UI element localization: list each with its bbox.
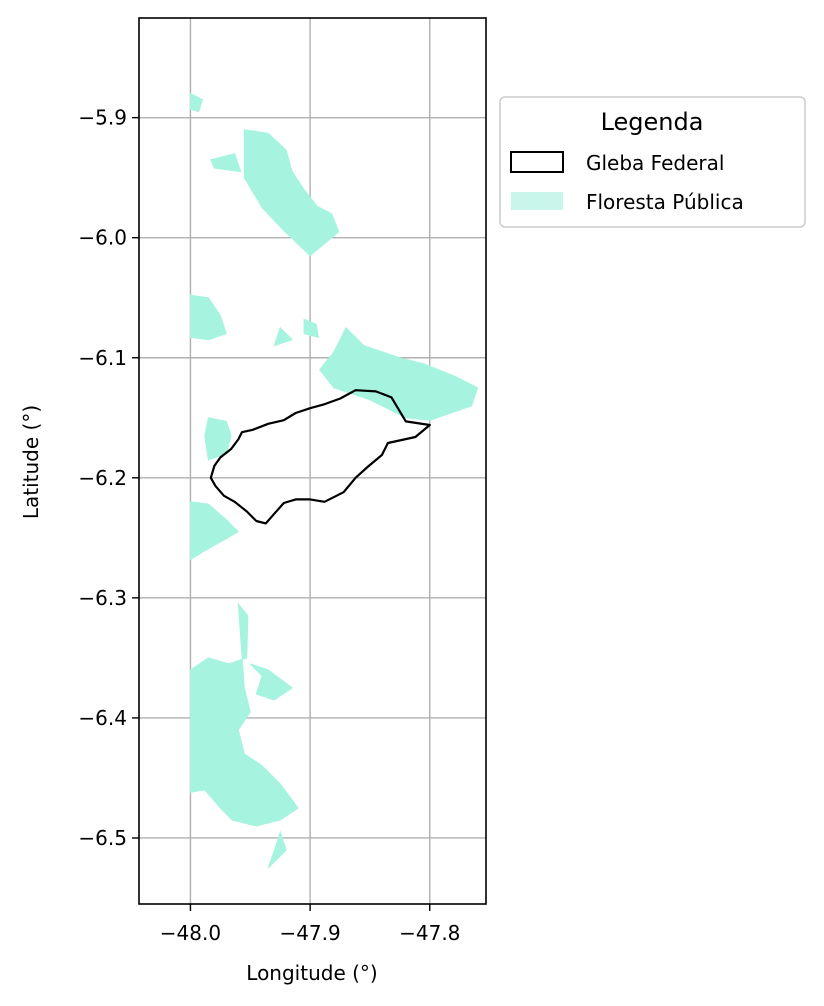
floresta-publica-layer: [190, 92, 479, 869]
legend-title: Legenda: [601, 108, 704, 136]
y-tick-label: −6.2: [78, 466, 127, 490]
plot-frame: [138, 17, 487, 905]
legend-label-gleba: Gleba Federal: [586, 151, 724, 175]
y-tick-label: −5.9: [78, 106, 127, 130]
y-tick-label: −6.4: [78, 706, 127, 730]
y-tick-label: −6.3: [78, 586, 127, 610]
legend-swatch-gleba: [510, 151, 564, 173]
y-tick-label: −6.1: [78, 346, 127, 370]
floresta-publica-polygon: [249, 663, 294, 701]
floresta-publica-polygon: [190, 501, 240, 561]
y-tick-label: −6.5: [78, 826, 127, 850]
legend-swatch-floresta: [511, 192, 563, 210]
y-tick-label: −6.0: [78, 226, 127, 250]
x-tick-label: −47.8: [399, 921, 460, 945]
legend-label-floresta: Floresta Pública: [586, 190, 744, 214]
floresta-publica-polygon: [267, 830, 287, 869]
floresta-publica-polygon: [319, 326, 479, 421]
x-axis-ticks: −48.0 −47.9 −47.8: [160, 904, 460, 945]
legend-box: [499, 96, 806, 228]
x-axis-label: Longitude (°): [246, 961, 377, 985]
floresta-publica-polygon: [273, 326, 294, 347]
x-tick-label: −48.0: [160, 921, 221, 945]
floresta-publica-polygon: [190, 602, 299, 827]
legend: Legenda Gleba Federal Floresta Pública: [499, 96, 806, 228]
floresta-publica-polygon: [210, 153, 242, 173]
gleba-federal-layer: [209, 389, 431, 525]
y-axis-label: Latitude (°): [19, 405, 43, 519]
floresta-publica-polygon: [190, 92, 203, 113]
floresta-publica-polygon: [204, 417, 232, 461]
x-tick-label: −47.9: [279, 921, 340, 945]
gleba-federal-outline: [209, 389, 431, 525]
floresta-publica-polygon: [303, 318, 320, 338]
y-axis-ticks: −5.9 −6.0 −6.1 −6.2 −6.3 −6.4 −6.5: [78, 106, 139, 850]
floresta-publica-polygon: [190, 294, 227, 341]
floresta-publica-polygon: [243, 129, 340, 257]
